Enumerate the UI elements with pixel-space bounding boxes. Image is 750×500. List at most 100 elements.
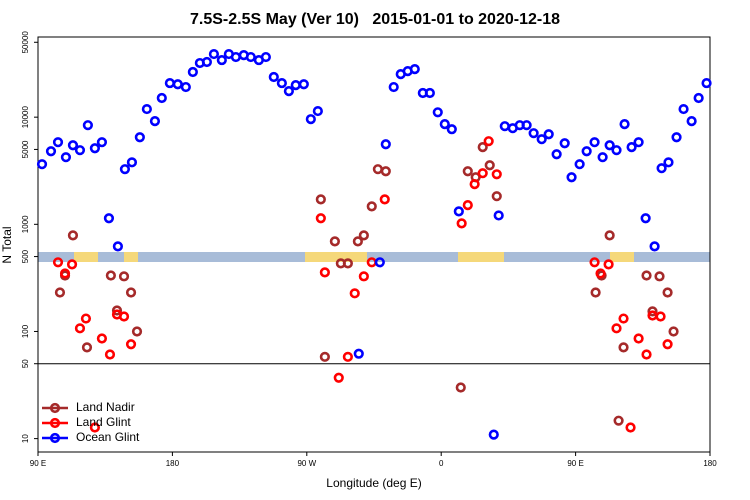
data-point <box>477 142 488 153</box>
data-point <box>654 271 665 282</box>
data-point <box>89 143 100 154</box>
data-point <box>640 213 651 224</box>
data-point <box>45 146 57 157</box>
data-point <box>649 241 660 252</box>
data-point <box>551 149 562 160</box>
data-point <box>208 48 220 60</box>
data-point <box>134 132 145 143</box>
data-point <box>633 137 644 148</box>
data-point <box>603 259 614 270</box>
data-point <box>595 268 606 279</box>
data-point <box>74 323 86 334</box>
data-point <box>319 267 330 278</box>
plot-frame <box>37 36 711 453</box>
x-tick-label: 90 E <box>567 459 583 468</box>
data-point <box>312 105 323 117</box>
y-tick-label: 10000 <box>21 105 30 128</box>
data-point <box>156 92 167 104</box>
data-point <box>366 201 377 212</box>
data-point <box>103 213 115 224</box>
data-point <box>81 342 93 353</box>
x-tick-label: 90 W <box>297 459 316 468</box>
data-point <box>613 415 624 426</box>
data-point <box>216 54 227 66</box>
data-point <box>126 157 138 168</box>
data-point <box>374 257 385 268</box>
data-point <box>125 339 137 350</box>
legend-marker <box>49 432 61 444</box>
data-point <box>528 128 539 139</box>
data-point <box>380 139 391 150</box>
data-point <box>96 333 108 344</box>
data-point <box>493 210 504 221</box>
legend-label: Land Nadir <box>76 400 135 414</box>
data-point <box>647 306 658 317</box>
data-point <box>453 206 464 217</box>
data-point <box>597 152 608 163</box>
data-point <box>456 218 467 229</box>
data-point <box>626 142 637 153</box>
data-point <box>566 172 577 183</box>
data-point <box>618 313 629 324</box>
data-point <box>119 164 131 175</box>
data-point <box>315 194 326 205</box>
data-point <box>656 163 667 174</box>
data-point <box>655 311 666 322</box>
data-point <box>462 200 473 211</box>
data-point <box>96 137 108 148</box>
data-point <box>82 120 93 131</box>
x-tick-label: 0 <box>439 459 444 468</box>
data-point <box>424 87 435 99</box>
legend-label: Land Glint <box>76 415 131 429</box>
data-point <box>446 124 457 135</box>
data-point <box>315 213 326 224</box>
data-point <box>105 270 116 281</box>
data-point <box>353 348 364 359</box>
data-point <box>352 236 363 247</box>
data-point <box>187 66 198 78</box>
data-point <box>618 342 629 353</box>
data-point <box>66 259 78 270</box>
legend-marker <box>49 417 61 429</box>
coverage-band-highlight <box>458 252 504 262</box>
y-tick-label: 5000 <box>21 140 30 158</box>
data-point <box>80 313 92 324</box>
data-point <box>298 79 309 90</box>
y-tick-label: 50000 <box>21 31 30 54</box>
data-point <box>668 326 679 337</box>
data-point <box>488 429 499 440</box>
data-point <box>260 51 271 63</box>
x-axis-label: Longitude (deg E) <box>326 476 421 490</box>
coverage-band <box>38 252 710 262</box>
data-point <box>201 56 212 68</box>
data-point <box>89 422 100 433</box>
data-point <box>483 136 494 147</box>
y-tick-label: 1000 <box>21 215 30 233</box>
data-point <box>611 323 622 334</box>
data-point <box>462 166 473 177</box>
data-point <box>455 382 466 393</box>
data-point <box>662 287 673 298</box>
x-tick-label: 180 <box>166 459 180 468</box>
data-point <box>589 257 600 268</box>
y-tick-label: 500 <box>21 249 30 263</box>
data-point <box>484 160 495 171</box>
coverage-band-highlight <box>610 252 634 262</box>
data-point <box>625 422 636 433</box>
data-point <box>180 81 191 93</box>
data-point <box>52 137 64 148</box>
data-point <box>574 159 585 170</box>
data-point <box>477 168 488 179</box>
data-point <box>432 107 443 118</box>
y-axis-label: N Total <box>0 226 14 263</box>
legend-label: Ocean Glint <box>76 430 140 444</box>
data-point <box>342 258 353 269</box>
data-point <box>276 77 287 89</box>
data-point <box>678 103 689 115</box>
data-point <box>52 257 64 268</box>
data-point <box>611 145 622 156</box>
data-point <box>245 51 256 63</box>
data-point <box>641 349 652 360</box>
